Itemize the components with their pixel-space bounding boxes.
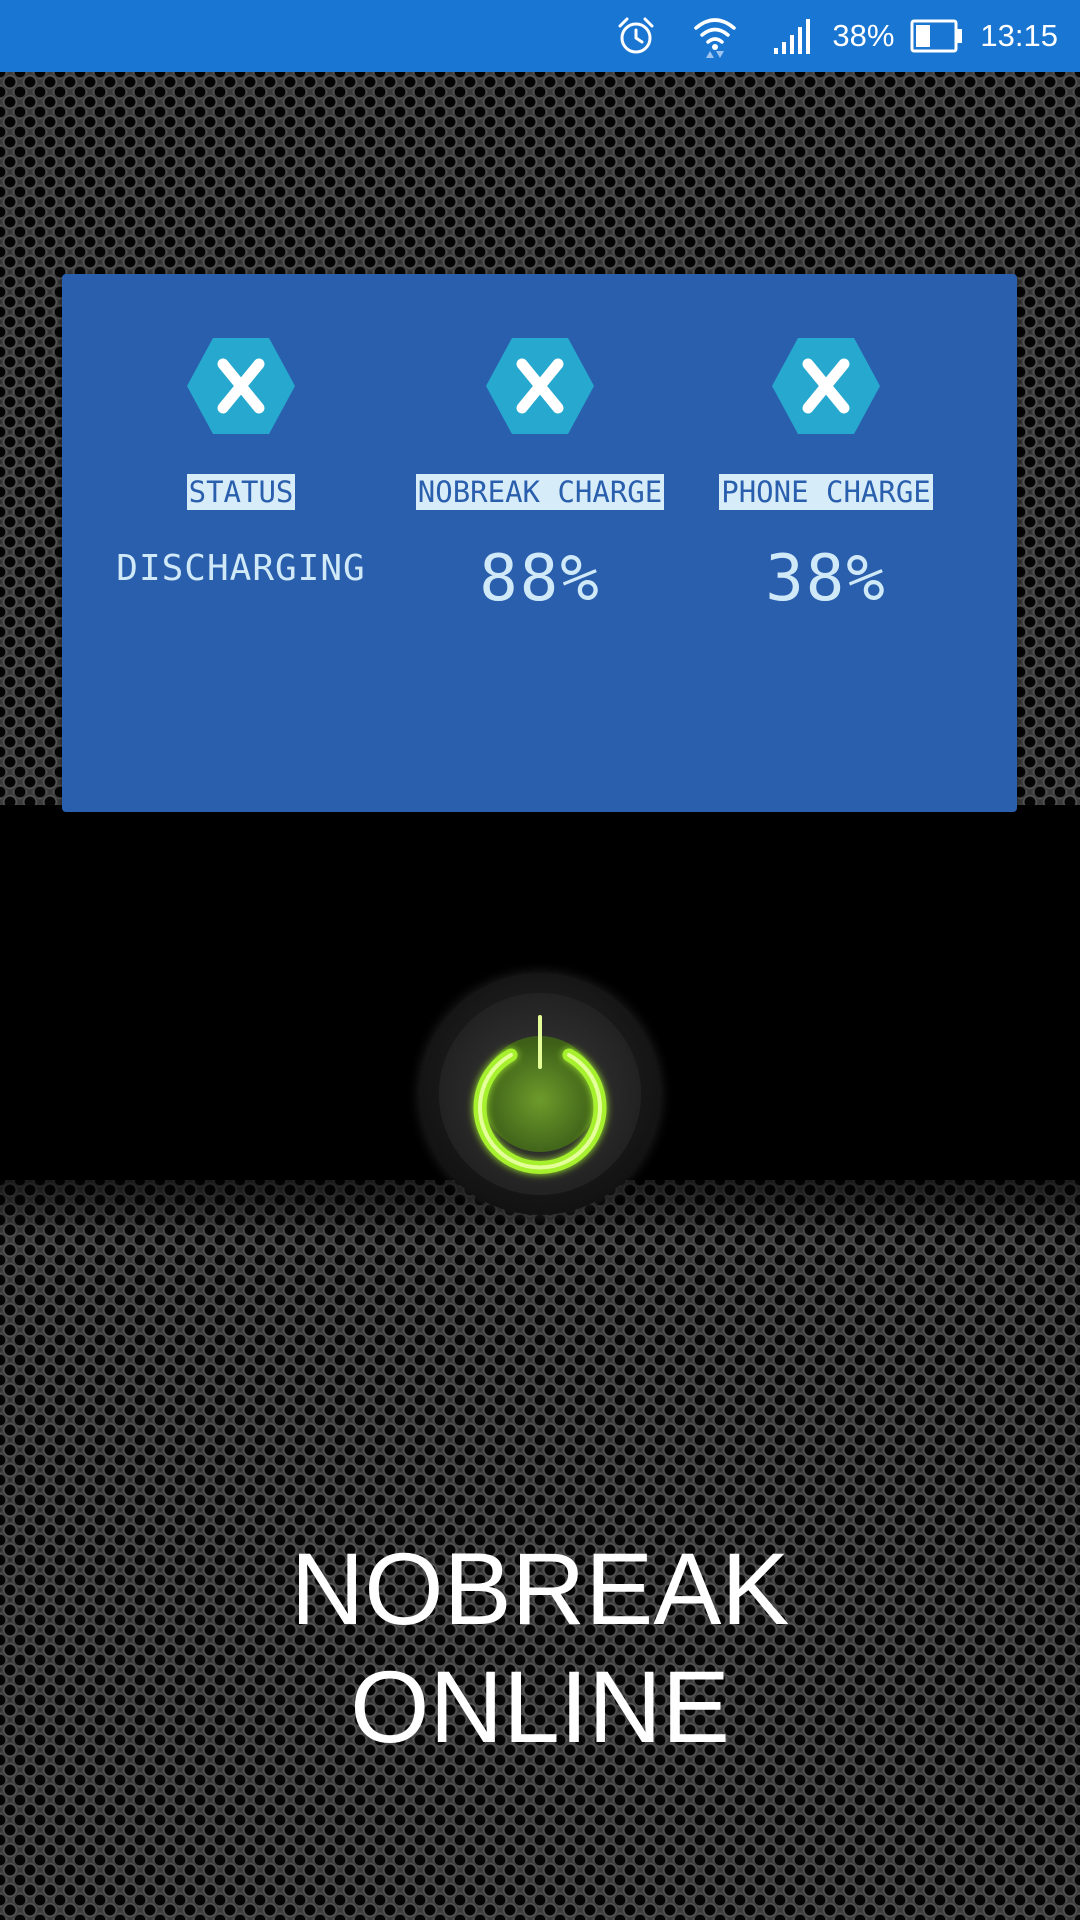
battery-percent: 38% <box>832 18 895 53</box>
phone-charge-column: PHONE CHARGE 38% <box>676 336 976 616</box>
power-button[interactable] <box>419 973 661 1215</box>
alarm-icon <box>614 14 658 58</box>
status-column: STATUS DISCHARGING <box>91 336 391 589</box>
status-bar: 38% 13:15 <box>0 0 1080 72</box>
nobreak-status-title: NOBREAK ONLINE <box>0 1530 1080 1766</box>
nobreak-charge-value: 88% <box>479 542 601 616</box>
info-panel: STATUS DISCHARGING NOBREAK CHARGE 88% PH… <box>62 274 1017 812</box>
xamarin-icon <box>772 338 880 434</box>
status-label: STATUS <box>186 474 296 510</box>
title-line-1: NOBREAK <box>290 1532 790 1646</box>
title-line-2: ONLINE <box>350 1650 730 1764</box>
nobreak-charge-label: NOBREAK CHARGE <box>415 474 665 510</box>
phone-charge-label: PHONE CHARGE <box>719 474 933 510</box>
xamarin-icon <box>486 338 594 434</box>
xamarin-icon <box>187 338 295 434</box>
wifi-icon <box>692 14 738 58</box>
status-value: DISCHARGING <box>116 548 366 589</box>
grille-background-bottom <box>0 1180 1080 1920</box>
status-bar-icons: 38% 13:15 <box>614 0 1058 72</box>
power-icon <box>473 1008 607 1175</box>
phone-charge-value: 38% <box>765 542 887 616</box>
signal-icon <box>772 16 816 56</box>
clock: 13:15 <box>980 18 1058 53</box>
nobreak-charge-column: NOBREAK CHARGE 88% <box>390 336 690 616</box>
battery-icon <box>910 19 964 53</box>
